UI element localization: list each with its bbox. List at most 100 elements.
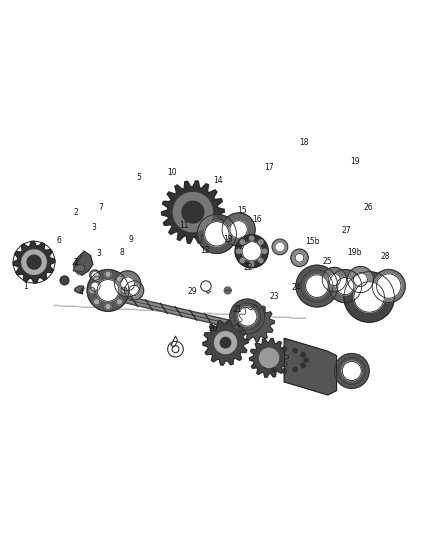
Circle shape [282,369,286,373]
Text: 25: 25 [322,257,332,266]
Circle shape [271,367,276,372]
Circle shape [115,271,141,297]
Text: 1: 1 [23,281,28,290]
Circle shape [377,274,401,298]
Circle shape [276,244,283,251]
Circle shape [230,221,247,238]
Text: 16: 16 [252,215,261,224]
Circle shape [27,255,41,269]
Text: 19b: 19b [347,248,362,257]
Text: 29: 29 [187,287,197,296]
Circle shape [92,284,98,289]
Circle shape [259,259,263,263]
Circle shape [271,349,276,353]
Text: 4: 4 [78,288,84,297]
Circle shape [117,299,123,305]
Circle shape [328,273,340,286]
Circle shape [235,235,268,268]
Circle shape [92,272,98,278]
Text: 23: 23 [270,292,279,301]
Polygon shape [73,264,85,272]
Polygon shape [162,181,224,243]
Text: 13: 13 [223,235,233,244]
Circle shape [224,287,231,294]
Text: 21: 21 [233,305,243,313]
Text: 15: 15 [237,206,247,215]
Circle shape [238,307,257,326]
Circle shape [197,214,237,254]
Circle shape [94,276,100,282]
Circle shape [260,358,265,362]
Polygon shape [250,338,289,377]
Circle shape [354,282,385,312]
Circle shape [293,367,297,372]
Circle shape [304,358,308,362]
Circle shape [240,259,244,263]
Circle shape [263,364,268,368]
Circle shape [353,272,367,287]
Circle shape [105,303,111,310]
Circle shape [262,249,267,254]
Circle shape [282,347,286,351]
Circle shape [259,240,263,244]
Text: 27: 27 [341,227,351,235]
Text: 28: 28 [381,253,390,261]
Circle shape [301,352,305,357]
Text: 2: 2 [74,207,79,216]
Circle shape [90,270,100,280]
Circle shape [237,249,241,254]
Text: 18: 18 [299,138,309,147]
Polygon shape [13,241,55,283]
Circle shape [242,241,261,261]
Circle shape [295,254,304,262]
Circle shape [263,352,268,357]
Circle shape [205,222,229,246]
Circle shape [250,236,254,240]
Text: 3: 3 [92,223,96,232]
Text: 8: 8 [120,248,124,257]
Polygon shape [73,251,93,275]
Text: 11: 11 [180,221,189,230]
Circle shape [121,287,127,294]
Circle shape [250,262,254,266]
Circle shape [230,299,265,334]
Polygon shape [203,320,248,365]
Circle shape [291,249,308,266]
Circle shape [344,272,394,322]
Text: 6: 6 [57,236,62,245]
Circle shape [301,364,305,368]
Circle shape [90,281,100,292]
Text: 20: 20 [208,324,218,333]
Text: 22: 22 [244,263,253,272]
Circle shape [89,287,95,294]
Text: 2: 2 [74,257,79,266]
Circle shape [117,276,123,282]
Circle shape [22,250,46,274]
Circle shape [272,239,288,255]
Polygon shape [74,286,84,293]
Circle shape [173,192,212,232]
Circle shape [322,268,346,292]
Polygon shape [284,338,336,395]
Circle shape [293,349,297,353]
Text: 14: 14 [213,176,223,185]
Text: 15b: 15b [305,237,320,246]
Circle shape [296,265,338,307]
Text: 3: 3 [97,249,102,258]
Text: 17: 17 [264,163,274,172]
Text: 24: 24 [292,283,301,292]
Circle shape [336,277,354,295]
Circle shape [306,275,328,297]
Circle shape [105,271,111,277]
Text: 7: 7 [98,203,103,212]
Text: 9: 9 [129,235,134,244]
Circle shape [129,285,139,296]
Text: 10: 10 [167,167,177,176]
Circle shape [328,270,362,303]
Polygon shape [238,305,274,341]
Circle shape [60,276,69,285]
Circle shape [97,279,119,301]
Circle shape [240,240,244,244]
Circle shape [259,349,279,367]
Text: 5: 5 [136,173,141,182]
